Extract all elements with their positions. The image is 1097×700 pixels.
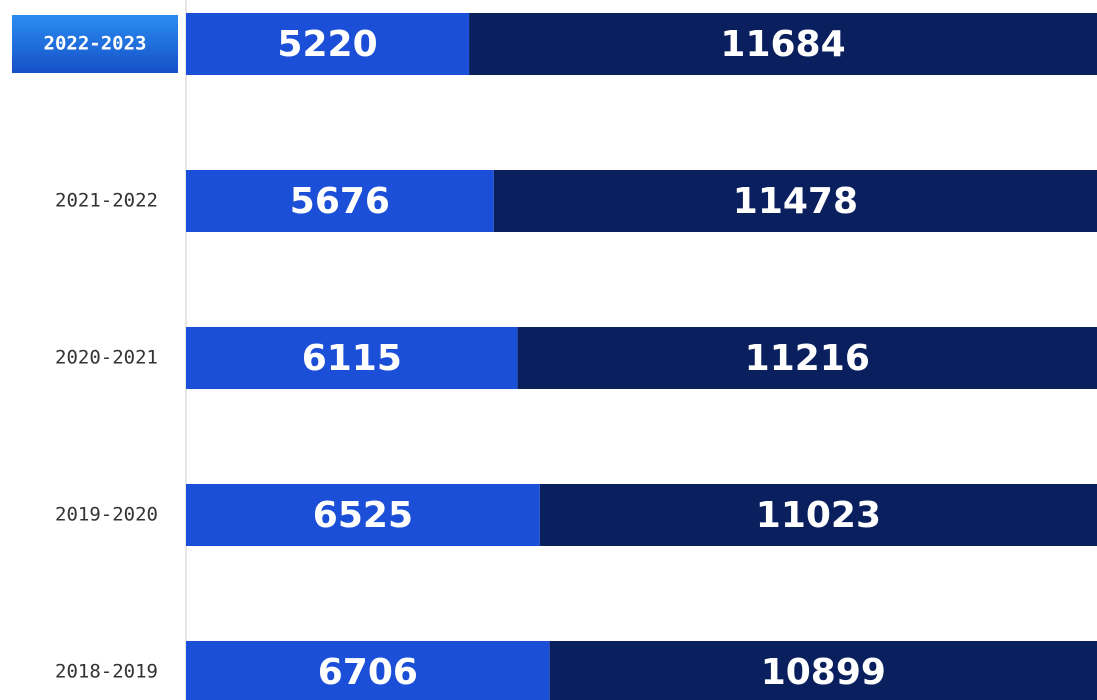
- bar-segment: [539, 484, 1097, 546]
- bar-segment: [186, 327, 518, 389]
- value-label: 6706: [318, 652, 418, 693]
- category-highlight: [12, 15, 178, 73]
- value-label: 10899: [761, 652, 886, 693]
- bar-segment: [469, 13, 1097, 75]
- bar-segment: [549, 641, 1097, 700]
- category-label: 2018-2019: [55, 661, 158, 683]
- category-label: 2019-2020: [55, 504, 158, 526]
- bar-segment: [186, 641, 550, 700]
- category-label: 2022-2023: [44, 33, 147, 55]
- bar-segment: [517, 327, 1097, 389]
- value-label: 6525: [313, 495, 413, 536]
- value-label: 6115: [302, 338, 402, 379]
- value-label: 11684: [720, 24, 845, 65]
- bar-segment: [186, 484, 540, 546]
- value-label: 11478: [733, 181, 858, 222]
- value-label: 11216: [745, 338, 870, 379]
- category-label: 2021-2022: [55, 190, 158, 212]
- bar-segment: [186, 13, 470, 75]
- value-label: 11023: [756, 495, 881, 536]
- category-label: 2020-2021: [55, 347, 158, 369]
- value-label: 5220: [277, 24, 377, 65]
- value-label: 5676: [290, 181, 390, 222]
- bar-segment: [186, 170, 494, 232]
- bar-segment: [493, 170, 1097, 232]
